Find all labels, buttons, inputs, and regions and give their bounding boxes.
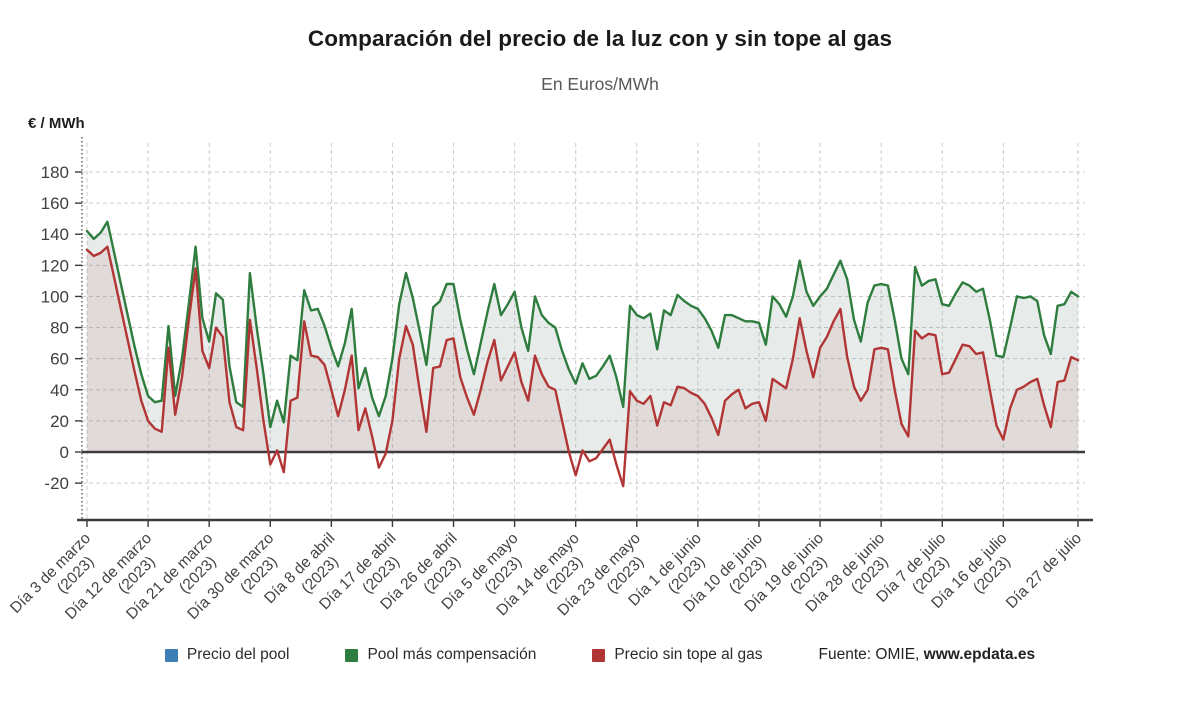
legend-label-precio-sin-tope-al-gas: Precio sin tope al gas: [614, 646, 763, 663]
y-tick-label: 180: [41, 163, 69, 182]
series-area-precio-sin-tope-al-gas: [87, 246, 1078, 452]
y-tick-label: 20: [50, 412, 69, 431]
y-tick-label: 0: [60, 443, 69, 462]
y-tick-label: 40: [50, 381, 69, 400]
legend-item-precio-del-pool[interactable]: Precio del pool: [164, 646, 290, 664]
source-link[interactable]: www.epdata.es: [923, 646, 1036, 663]
y-axis-unit-label: € / MWh: [28, 115, 85, 132]
source-prefix: Fuente: OMIE,: [818, 646, 924, 663]
series-area-pool-mas-compensacion: [87, 221, 1078, 452]
series-line-pool-mas-compensacion: [85, 220, 1080, 429]
legend-label-pool-mas-compensacion: Pool más compensación: [367, 646, 537, 663]
y-tick-label: 160: [41, 194, 69, 213]
y-tick-label: 80: [50, 319, 69, 338]
legend-swatch-precio-del-pool-icon: [164, 648, 178, 662]
source-note: Fuente: OMIE, www.epdata.es: [819, 646, 1036, 664]
chart-subtitle: En Euros/MWh: [541, 74, 659, 94]
legend-swatch-precio-sin-tope-al-gas-icon: [592, 648, 606, 662]
y-tick-label: 120: [41, 256, 69, 275]
svg-text:Día 27 de julio: Día 27 de julio: [1003, 530, 1085, 612]
y-tick-label: -20: [44, 474, 69, 493]
legend-swatch-pool-mas-compensacion-icon: [345, 648, 359, 662]
legend: Precio del pool Pool más compensación Pr…: [0, 646, 1200, 664]
y-tick-label: 60: [50, 350, 69, 369]
x-tick-label: Día 27 de julio: [1003, 530, 1085, 612]
legend-label-precio-del-pool: Precio del pool: [186, 646, 290, 663]
legend-item-pool-mas-compensacion[interactable]: Pool más compensación: [345, 646, 536, 664]
legend-item-precio-sin-tope-al-gas[interactable]: Precio sin tope al gas: [592, 646, 763, 664]
chart-title: Comparación del precio de la luz con y s…: [307, 26, 893, 51]
series-line-precio-sin-tope-al-gas: [85, 245, 1080, 488]
y-tick-label: 100: [41, 287, 69, 306]
y-tick-label: 140: [41, 225, 69, 244]
